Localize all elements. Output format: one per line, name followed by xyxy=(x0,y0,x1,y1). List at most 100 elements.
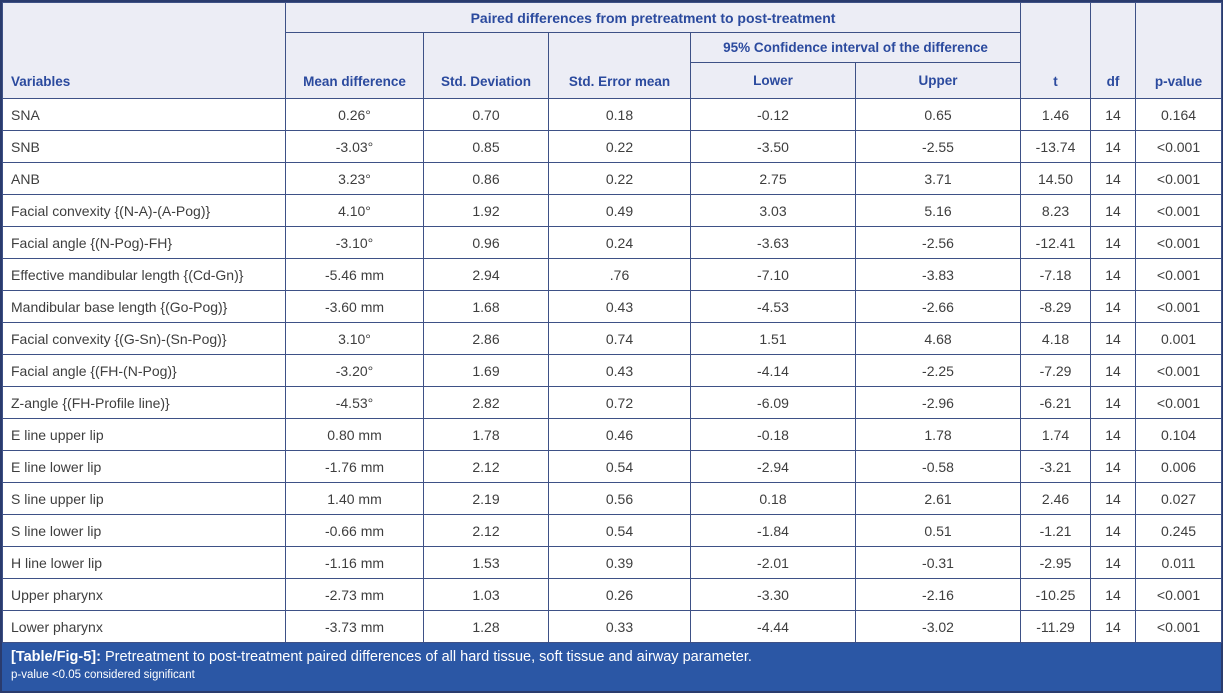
cell-std-deviation: 1.69 xyxy=(423,354,549,387)
cell-std-error-mean: 0.33 xyxy=(548,610,691,643)
cell-std-error-mean: 0.54 xyxy=(548,450,691,483)
caption-line: [Table/Fig-5]: Pretreatment to post-trea… xyxy=(11,648,1212,667)
cell-p-value: 0.104 xyxy=(1135,418,1223,451)
cell-ci-upper: -0.31 xyxy=(854,546,1022,579)
cell-df: 14 xyxy=(1090,546,1137,579)
cell-p-value: <0.001 xyxy=(1135,258,1223,291)
cell-variable: SNA xyxy=(2,98,286,131)
cell-t-value: 1.74 xyxy=(1020,418,1092,451)
table-row: Facial convexity {(N-A)-(A-Pog)} 4.10° 1.9… xyxy=(2,194,1223,227)
cell-ci-lower: -4.14 xyxy=(690,354,856,387)
cell-variable: E line upper lip xyxy=(2,418,286,451)
cell-ci-lower: -3.50 xyxy=(690,130,856,163)
cell-df: 14 xyxy=(1090,194,1137,227)
header-paired-differences: Paired differences from pretreatment to … xyxy=(284,2,1022,33)
cell-variable: Lower pharynx xyxy=(2,610,286,643)
cell-std-deviation: 1.03 xyxy=(423,578,549,611)
cell-std-deviation: 2.12 xyxy=(423,514,549,547)
cell-mean-difference: -3.60 mm xyxy=(285,290,424,323)
cell-t-value: -8.29 xyxy=(1020,290,1092,323)
cell-std-error-mean: 0.22 xyxy=(548,162,691,195)
table-row: S line lower lip -0.66 mm 2.12 0.54 -1.84 0.5… xyxy=(2,514,1223,547)
caption-text: Pretreatment to post-treatment paired di… xyxy=(100,649,752,665)
cell-std-deviation: 0.86 xyxy=(423,162,549,195)
header-variables: Variables xyxy=(2,2,286,99)
cell-df: 14 xyxy=(1090,258,1137,291)
header-ci-upper: Upper xyxy=(854,62,1022,99)
cell-df: 14 xyxy=(1090,386,1137,419)
cell-p-value: 0.245 xyxy=(1135,514,1223,547)
cell-ci-lower: 2.75 xyxy=(690,162,856,195)
cell-mean-difference: -3.03° xyxy=(285,130,424,163)
cell-p-value: <0.001 xyxy=(1135,194,1223,227)
cell-ci-upper: 3.71 xyxy=(854,162,1022,195)
cell-ci-upper: -2.96 xyxy=(854,386,1022,419)
cell-t-value: -3.21 xyxy=(1020,450,1092,483)
cell-df: 14 xyxy=(1090,482,1137,515)
cell-p-value: <0.001 xyxy=(1135,386,1223,419)
cell-p-value: <0.001 xyxy=(1135,130,1223,163)
cell-mean-difference: 3.10° xyxy=(285,322,424,355)
cell-p-value: 0.006 xyxy=(1135,450,1223,483)
cell-std-deviation: 1.68 xyxy=(423,290,549,323)
header-t: t xyxy=(1020,2,1092,99)
cell-df: 14 xyxy=(1090,450,1137,483)
cell-df: 14 xyxy=(1090,226,1137,259)
cell-std-deviation: 1.78 xyxy=(423,418,549,451)
cell-df: 14 xyxy=(1090,162,1137,195)
cell-std-deviation: 2.19 xyxy=(423,482,549,515)
cell-t-value: 2.46 xyxy=(1020,482,1092,515)
cell-t-value: -7.29 xyxy=(1020,354,1092,387)
cell-df: 14 xyxy=(1090,354,1137,387)
cell-variable: H line lower lip xyxy=(2,546,286,579)
cell-std-deviation: 2.94 xyxy=(423,258,549,291)
header-row-2: Mean difference Std. Deviation Std. Erro… xyxy=(3,32,1222,99)
cell-variable: Facial convexity {(N-A)-(A-Pog)} xyxy=(2,194,286,227)
cell-ci-lower: -1.84 xyxy=(690,514,856,547)
cell-std-deviation: 2.12 xyxy=(423,450,549,483)
cell-df: 14 xyxy=(1090,418,1137,451)
table-row: S line upper lip 1.40 mm 2.19 0.56 0.18 2.61 2… xyxy=(2,482,1223,515)
cell-ci-lower: 1.51 xyxy=(690,322,856,355)
cell-variable: S line upper lip xyxy=(2,482,286,515)
cell-mean-difference: 0.80 mm xyxy=(285,418,424,451)
table-row: Facial angle {(FH-(N-Pog)} -3.20° 1.69 0.43… xyxy=(2,354,1223,387)
header-df: df xyxy=(1090,2,1137,99)
header-p-value: p-value xyxy=(1135,2,1223,99)
cell-t-value: 8.23 xyxy=(1020,194,1092,227)
cell-mean-difference: -1.76 mm xyxy=(285,450,424,483)
cell-t-value: -10.25 xyxy=(1020,578,1092,611)
cell-std-error-mean: 0.43 xyxy=(548,354,691,387)
cell-ci-upper: 5.16 xyxy=(854,194,1022,227)
cell-mean-difference: -0.66 mm xyxy=(285,514,424,547)
cell-std-error-mean: 0.46 xyxy=(548,418,691,451)
cell-std-error-mean: 0.18 xyxy=(548,98,691,131)
cell-p-value: <0.001 xyxy=(1135,354,1223,387)
cell-std-deviation: 2.82 xyxy=(423,386,549,419)
cell-std-deviation: 0.85 xyxy=(423,130,549,163)
table-row: Lower pharynx -3.73 mm 1.28 0.33 -4.44 -3.02-… xyxy=(2,610,1223,643)
header-confidence-interval: 95% Confidence interval of the differenc… xyxy=(689,32,1022,63)
cell-ci-lower: -3.30 xyxy=(690,578,856,611)
table-row: ANB 3.23° 0.86 0.22 2.75 3.71 14.50 14 <0.001 xyxy=(2,162,1223,195)
cell-std-deviation: 1.28 xyxy=(423,610,549,643)
cell-ci-upper: 0.65 xyxy=(854,98,1022,131)
cell-mean-difference: 4.10° xyxy=(285,194,424,227)
cell-mean-difference: -5.46 mm xyxy=(285,258,424,291)
header-row-1: Variables Paired differences from pretre… xyxy=(2,2,1223,99)
cell-t-value: 4.18 xyxy=(1020,322,1092,355)
cell-t-value: -6.21 xyxy=(1020,386,1092,419)
cell-ci-lower: -0.18 xyxy=(690,418,856,451)
cell-variable: ANB xyxy=(2,162,286,195)
cell-mean-difference: -1.16 mm xyxy=(285,546,424,579)
cell-variable: Z-angle {(FH-Profile line)} xyxy=(2,386,286,419)
table-row: Upper pharynx -2.73 mm 1.03 0.26 -3.30 -2.16-… xyxy=(2,578,1223,611)
cell-ci-lower: -2.94 xyxy=(690,450,856,483)
header-std-error-mean: Std. Error mean xyxy=(548,32,691,99)
cell-ci-lower: -0.12 xyxy=(690,98,856,131)
cell-mean-difference: -3.73 mm xyxy=(285,610,424,643)
cell-ci-upper: 4.68 xyxy=(854,322,1022,355)
header-ci-lower: Lower xyxy=(690,62,856,99)
cell-ci-upper: -3.02 xyxy=(854,610,1022,643)
cell-ci-upper: -2.16 xyxy=(854,578,1022,611)
